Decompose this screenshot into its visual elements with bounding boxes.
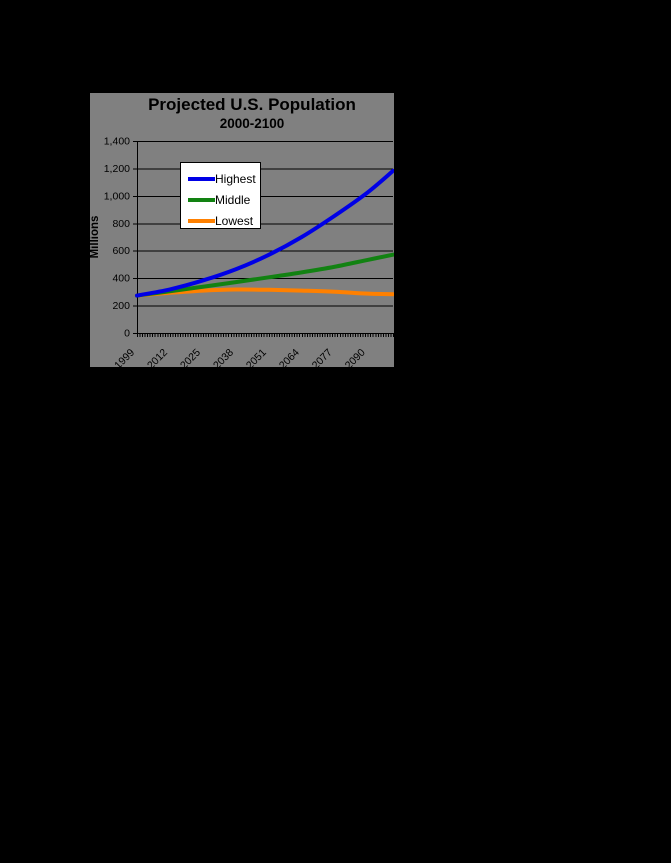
y-tick-label: 1,400 bbox=[104, 136, 130, 148]
y-tick-label: 1,000 bbox=[104, 190, 130, 202]
legend-item-lowest: Lowest bbox=[181, 210, 260, 231]
series-line-highest bbox=[135, 168, 394, 298]
chart-subtitle: 2000-2100 bbox=[219, 116, 285, 131]
y-tick-label: 0 bbox=[124, 328, 130, 340]
x-tick-label: 2064 bbox=[277, 347, 302, 367]
x-tick-label: 2090 bbox=[343, 347, 368, 367]
y-tick-label: 400 bbox=[112, 273, 130, 285]
x-tick-label: 1999 bbox=[112, 347, 137, 367]
y-tick-label: 800 bbox=[112, 218, 130, 230]
gridlines bbox=[137, 141, 393, 307]
y-tick-label: 600 bbox=[112, 245, 130, 257]
lowest-series-swatch bbox=[188, 218, 215, 223]
legend-label-highest: Highest bbox=[215, 171, 256, 186]
y-tick-label: 1,200 bbox=[104, 163, 130, 175]
legend-item-middle: Middle bbox=[181, 189, 260, 210]
chart-title: Projected U.S. Population bbox=[148, 95, 356, 114]
x-tick-label: 2051 bbox=[244, 347, 269, 367]
x-tick-label: 2012 bbox=[145, 347, 170, 367]
plot-area: 0 200 400 600 800 1,000 1,200 1,400 1999 2012 2025… bbox=[90, 136, 394, 367]
y-axis-title: Millions bbox=[90, 216, 101, 259]
series-line-middle bbox=[135, 252, 394, 298]
highest-series-swatch bbox=[188, 176, 215, 181]
y-tick-label: 200 bbox=[112, 300, 130, 312]
x-tick-label: 2025 bbox=[178, 347, 203, 367]
middle-series-swatch bbox=[188, 197, 215, 202]
series-line-lowest bbox=[135, 287, 394, 298]
x-tick-label: 2077 bbox=[310, 347, 335, 367]
legend-label-lowest: Lowest bbox=[215, 213, 254, 228]
population-projection-chart: Projected U.S. Population 2000-2100 0 200… bbox=[90, 93, 394, 367]
x-axis-labels: 1999 2012 2025 2038 2051 2064 2077 2090 bbox=[112, 347, 368, 367]
legend: Highest Middle Lowest bbox=[180, 162, 261, 229]
axes bbox=[137, 141, 393, 334]
x-axis-minor-ticks bbox=[137, 333, 394, 337]
y-axis-labels: 0 200 400 600 800 1,000 1,200 1,400 bbox=[104, 136, 130, 340]
legend-item-highest: Highest bbox=[181, 168, 260, 189]
x-tick-label: 2038 bbox=[211, 347, 236, 367]
legend-label-middle: Middle bbox=[215, 192, 251, 207]
